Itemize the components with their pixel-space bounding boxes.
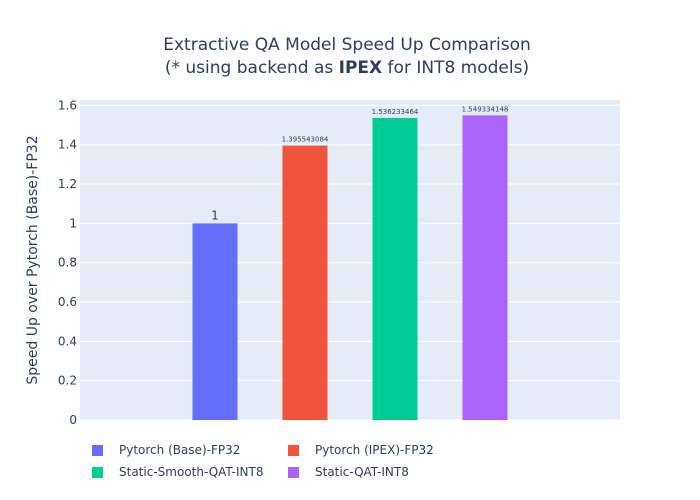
legend-item-static-qat[interactable]: Static-QAT-INT8	[288, 463, 488, 481]
legend-label: Static-QAT-INT8	[315, 465, 409, 479]
y-tick-label: 1.4	[58, 138, 77, 152]
bar-labels: 1 1.395543084 1.536233464 1.549334148	[211, 105, 508, 222]
chart-title-line-1: Extractive QA Model Speed Up Comparison	[163, 35, 531, 55]
bar-3[interactable]	[372, 117, 418, 420]
legend-swatch	[92, 466, 103, 478]
legend-item-base[interactable]: Pytorch (Base)-FP32	[92, 441, 288, 459]
legend-item-static-smooth-qat[interactable]: Static-Smooth-QAT-INT8	[92, 463, 288, 481]
chart-title-line-2: (* using backend as IPEX for INT8 models…	[165, 58, 529, 78]
y-tick-label: 0	[69, 413, 77, 427]
y-axis-title: Speed Up over Pytorch (Base)-FP32	[25, 135, 41, 384]
legend: Pytorch (Base)-FP32 Pytorch (IPEX)-FP32 …	[92, 441, 512, 481]
bar-value-label: 1.549334148	[462, 105, 509, 113]
gridlines	[80, 104, 620, 421]
y-tick-label: 1.6	[58, 98, 77, 112]
bar-4[interactable]	[462, 115, 508, 420]
y-tick-label: 0.2	[58, 374, 77, 388]
title-text-post: for INT8 models)	[382, 58, 529, 78]
plot-area	[80, 100, 620, 420]
bars	[192, 115, 508, 421]
title-text-pre: (* using backend as	[165, 58, 339, 78]
bar-value-label: 1.536233464	[372, 108, 419, 116]
bar-value-label: 1.395543084	[282, 136, 329, 144]
legend-label: Pytorch (Base)-FP32	[119, 443, 241, 457]
y-axis-ticks: 0 0.2 0.4 0.6 0.8 1 1.2 1.4 1.6	[58, 98, 77, 427]
y-tick-label: 0.6	[58, 295, 77, 309]
y-tick-label: 1.2	[58, 177, 77, 191]
title-text-bold: IPEX	[339, 58, 383, 78]
legend-swatch	[92, 444, 103, 456]
y-tick-label: 0.4	[58, 334, 77, 348]
y-tick-label: 0.8	[58, 256, 77, 270]
legend-label: Pytorch (IPEX)-FP32	[315, 443, 434, 457]
bar-1[interactable]	[192, 223, 238, 420]
legend-swatch	[288, 444, 299, 456]
legend-item-ipex[interactable]: Pytorch (IPEX)-FP32	[288, 441, 488, 459]
bar-value-label: 1	[211, 208, 219, 222]
bar-2[interactable]	[282, 145, 328, 421]
legend-label: Static-Smooth-QAT-INT8	[119, 465, 264, 479]
legend-swatch	[288, 466, 299, 478]
y-tick-label: 1	[69, 216, 77, 230]
